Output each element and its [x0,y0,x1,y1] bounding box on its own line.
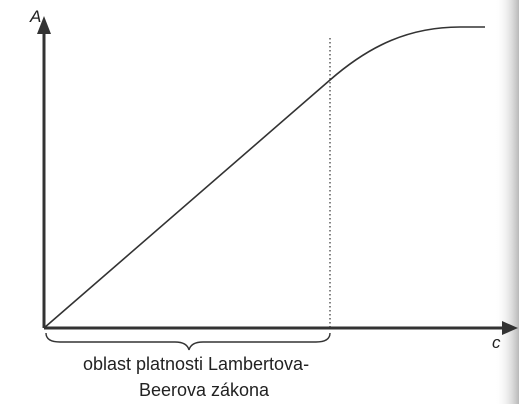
x-label: c [492,333,501,352]
range-brace [45,332,331,351]
scan-edge [495,0,519,404]
annotation-line: oblast platnosti Lambertova- [83,354,309,374]
absorbance-curve [43,26,485,329]
annotation-line: Beerova zákona [139,380,270,400]
y-label: A [29,7,41,26]
x-arrow [502,321,518,335]
y-arrow [37,16,51,34]
